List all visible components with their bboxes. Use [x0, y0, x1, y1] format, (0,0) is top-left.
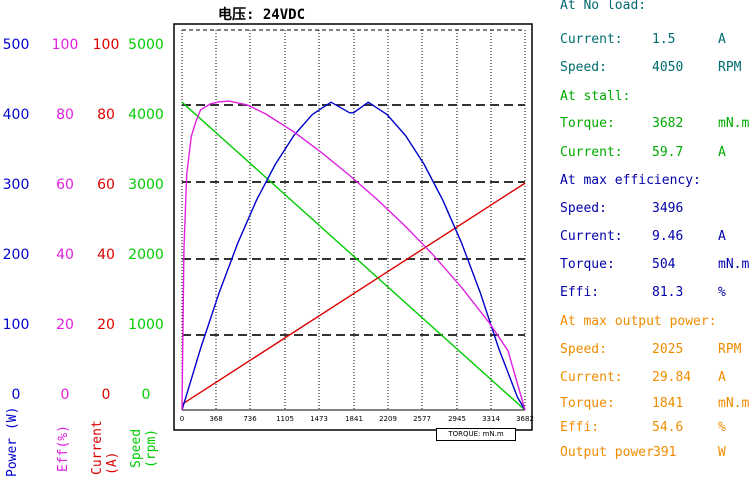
info-stall-unit: A: [718, 145, 726, 160]
y-tick-power: 0: [11, 387, 21, 403]
y-tick-current: 0: [101, 387, 111, 403]
info-max-eff-value: 504: [652, 257, 676, 272]
info-max-power-value: 29.84: [652, 370, 692, 385]
info-max-power-value: 1841: [652, 396, 684, 411]
series-line-eff: [181, 100, 526, 411]
x-tick-label: 1105: [276, 415, 294, 423]
y-tick-eff: 80: [56, 107, 74, 123]
x-tick-label: 3682: [516, 415, 534, 423]
series-line-speed: [181, 101, 526, 411]
info-no-load-label: Speed:: [560, 60, 607, 75]
x-tick-label: 1841: [345, 415, 363, 423]
info-stall-value: 59.7: [652, 145, 684, 160]
y-tick-speed: 4000: [128, 107, 164, 123]
info-max-power-value: 54.6: [652, 420, 684, 435]
y-tick-power: 200: [2, 247, 30, 263]
info-stall-label: Current:: [560, 145, 623, 160]
series-line-power: [181, 101, 526, 411]
info-max-power-label: Torque:: [560, 396, 615, 411]
info-max-power-label: Effi:: [560, 420, 600, 435]
y-tick-power: 500: [2, 37, 30, 53]
info-max-power-unit: RPM: [718, 342, 742, 357]
y-tick-current: 40: [97, 247, 115, 263]
y-tick-speed: 0: [141, 387, 151, 403]
info-max-power-unit: %: [718, 420, 726, 435]
info-max-power-label: Speed:: [560, 342, 607, 357]
info-max-power-label: Output power: [560, 445, 654, 460]
x-tick-label: 0: [180, 415, 184, 423]
chart-frame: [173, 23, 533, 431]
x-tick-label: 3314: [482, 415, 500, 423]
info-max-power-unit: mN.m: [718, 396, 750, 411]
y-tick-speed: 2000: [128, 247, 164, 263]
info-max-eff-label: Speed:: [560, 201, 607, 216]
info-max-eff-label: Torque:: [560, 257, 615, 272]
info-no-load-value: 4050: [652, 60, 684, 75]
y-axis-title-power: Power (W): [5, 406, 20, 477]
x-tick-label: 2209: [379, 415, 397, 423]
info-heading-stall: At stall:: [560, 89, 631, 104]
series-line-current: [181, 182, 526, 405]
x-tick-label: 368: [209, 415, 222, 423]
y-tick-speed: 5000: [128, 37, 164, 53]
x-tick-label: 736: [243, 415, 257, 423]
y-axis-title-eff: Eff(%): [56, 425, 71, 472]
chart-title: 电压: 24VDC: [218, 7, 306, 23]
y-tick-eff: 40: [56, 247, 74, 263]
y-tick-current: 20: [97, 317, 115, 333]
info-stall-value: 3682: [652, 116, 684, 131]
info-max-eff-unit: mN.m: [718, 257, 750, 272]
info-max-eff-value: 81.3: [652, 285, 684, 300]
info-stall-label: Torque:: [560, 116, 615, 131]
info-stall-unit: mN.m: [718, 116, 750, 131]
y-tick-current: 100: [92, 37, 120, 53]
info-max-eff-label: Current:: [560, 229, 623, 244]
y-tick-current: 80: [97, 107, 115, 123]
info-no-load-unit: RPM: [718, 60, 742, 75]
info-no-load-label: Current:: [560, 32, 623, 47]
info-max-eff-label: Effi:: [560, 285, 600, 300]
x-tick-label: 2577: [413, 415, 431, 423]
x-unit-text: TORQUE: mN.m: [448, 430, 504, 438]
info-max-eff-value: 9.46: [652, 229, 684, 244]
x-unit-label: TORQUE: mN.m: [436, 428, 516, 441]
y-tick-power: 300: [2, 177, 30, 193]
y-axis-title-speed: Speed (rpm): [129, 428, 159, 468]
y-axis-title-current: Current (A): [90, 420, 120, 475]
info-no-load-value: 1.5: [652, 32, 676, 47]
info-max-power-unit: A: [718, 370, 726, 385]
y-tick-speed: 1000: [128, 317, 164, 333]
x-tick-label: 1473: [310, 415, 328, 423]
info-heading-max-eff: At max efficiency:: [560, 173, 701, 188]
info-max-power-value: 391: [653, 445, 677, 460]
y-tick-power: 100: [2, 317, 30, 333]
info-max-power-value: 2025: [652, 342, 684, 357]
y-tick-eff: 100: [51, 37, 79, 53]
info-no-load-unit: A: [718, 32, 726, 47]
info-max-eff-unit: A: [718, 229, 726, 244]
y-tick-eff: 0: [60, 387, 70, 403]
y-tick-speed: 3000: [128, 177, 164, 193]
y-tick-power: 400: [2, 107, 30, 123]
y-tick-current: 60: [97, 177, 115, 193]
info-max-power-label: Current:: [560, 370, 623, 385]
info-max-power-unit: W: [718, 445, 726, 460]
x-tick-label: 2945: [448, 415, 466, 423]
info-heading-max-power: At max output power:: [560, 314, 717, 329]
y-tick-eff: 20: [56, 317, 74, 333]
y-tick-eff: 60: [56, 177, 74, 193]
info-max-eff-unit: %: [718, 285, 726, 300]
info-max-eff-value: 3496: [652, 201, 684, 216]
info-heading-no-load: At No load:: [560, 0, 647, 13]
